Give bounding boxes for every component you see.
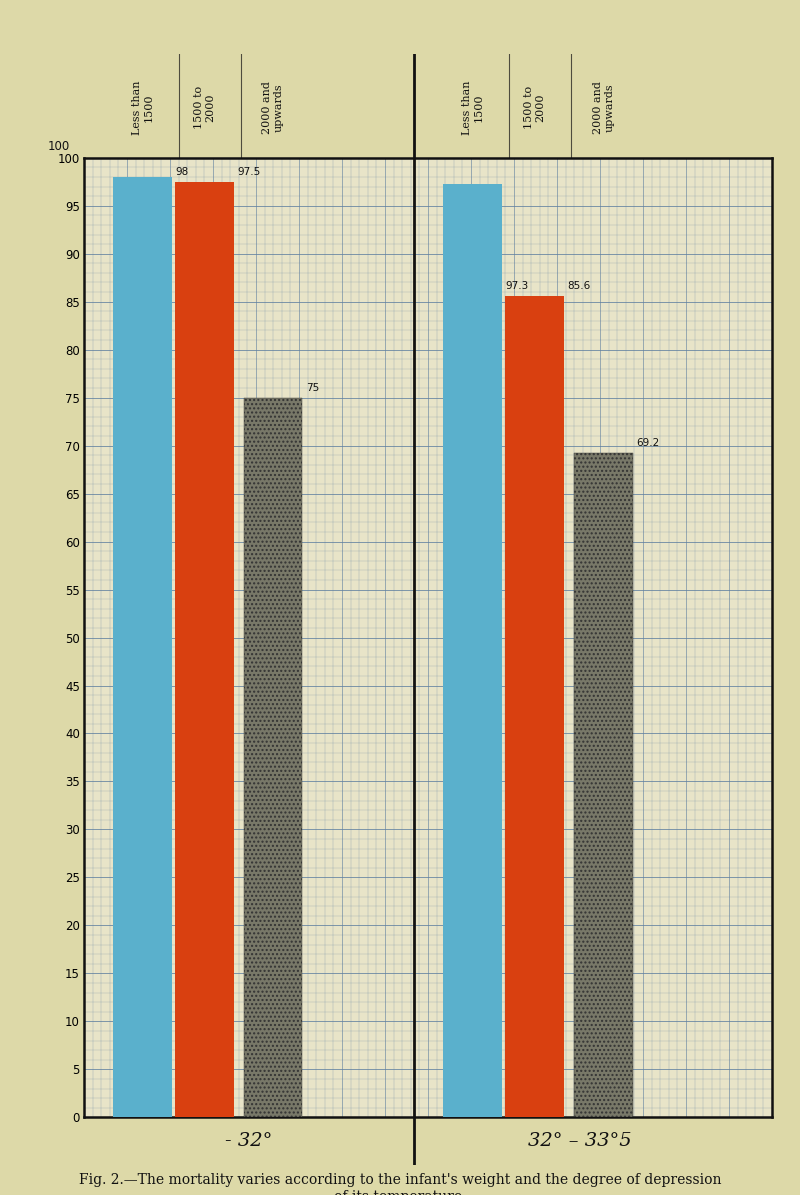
Text: 100: 100 bbox=[48, 140, 70, 153]
Text: 75: 75 bbox=[306, 382, 319, 393]
Bar bbox=[244, 398, 302, 1117]
Text: 32° – 33°5: 32° – 33°5 bbox=[527, 1132, 631, 1151]
Text: 1500 to
2000: 1500 to 2000 bbox=[194, 86, 215, 129]
Bar bbox=[574, 453, 633, 1117]
Text: 69.2: 69.2 bbox=[636, 439, 659, 448]
Text: 98: 98 bbox=[175, 167, 189, 177]
Bar bbox=[175, 182, 234, 1117]
Bar bbox=[114, 177, 172, 1117]
Text: 85.6: 85.6 bbox=[567, 281, 590, 292]
Text: 1500 to
2000: 1500 to 2000 bbox=[524, 86, 546, 129]
Text: 2000 and
upwards: 2000 and upwards bbox=[593, 81, 614, 134]
Text: - 32°: - 32° bbox=[226, 1132, 273, 1151]
Bar bbox=[506, 296, 564, 1117]
Text: 2000 and
upwards: 2000 and upwards bbox=[262, 81, 284, 134]
Text: Less than
1500: Less than 1500 bbox=[462, 80, 483, 135]
Text: Less than
1500: Less than 1500 bbox=[132, 80, 154, 135]
Bar bbox=[443, 184, 502, 1117]
Text: Fig. 2.—The mortality varies according to the infant's weight and the degree of : Fig. 2.—The mortality varies according t… bbox=[78, 1173, 722, 1195]
Text: 97.5: 97.5 bbox=[237, 167, 260, 177]
Text: 97.3: 97.3 bbox=[506, 281, 529, 292]
